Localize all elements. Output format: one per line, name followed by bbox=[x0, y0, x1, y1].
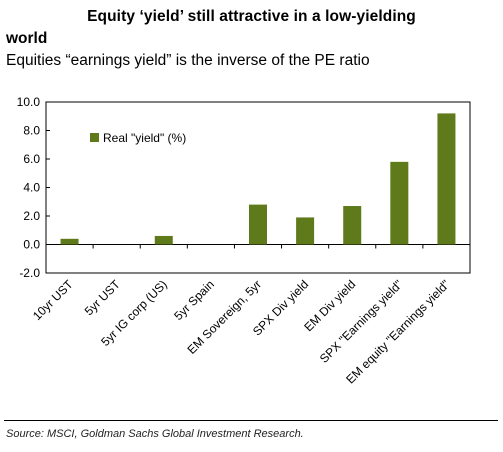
y-tick-label-3: 4.0 bbox=[23, 181, 40, 195]
bar-5 bbox=[296, 217, 315, 245]
y-tick-label-6: -2.0 bbox=[19, 266, 40, 280]
chart-title-line2: world bbox=[6, 30, 48, 47]
bar-8 bbox=[437, 113, 456, 245]
legend-label: Real "yield" (%) bbox=[103, 131, 186, 145]
legend-swatch bbox=[90, 133, 99, 142]
y-tick-label-0: 10.0 bbox=[17, 95, 41, 109]
chart-title-line1: Equity ‘yield’ still attractive in a low… bbox=[87, 8, 416, 25]
bar-6 bbox=[343, 206, 362, 245]
chart-subtitle: Equities “earnings yield” is the inverse… bbox=[6, 52, 370, 69]
x-tick-label-0: 10yr UST bbox=[30, 277, 76, 323]
bar-7 bbox=[390, 161, 409, 245]
bar-4 bbox=[249, 204, 267, 245]
source-note: Source: MSCI, Goldman Sachs Global Inves… bbox=[6, 428, 304, 440]
y-tick-label-5: 0.0 bbox=[23, 238, 40, 252]
bar-0 bbox=[60, 238, 79, 245]
y-tick-label-4: 2.0 bbox=[23, 209, 40, 223]
bar-2 bbox=[154, 235, 173, 245]
y-tick-label-1: 8.0 bbox=[23, 124, 40, 138]
source-divider bbox=[4, 420, 498, 421]
x-tick-label-1: 5yr UST bbox=[82, 277, 123, 318]
x-tick-label-3: 5yr Spain bbox=[171, 277, 217, 323]
y-tick-label-2: 6.0 bbox=[23, 152, 40, 166]
x-tick-label-7: SPX "Earnings yield" bbox=[317, 277, 406, 366]
